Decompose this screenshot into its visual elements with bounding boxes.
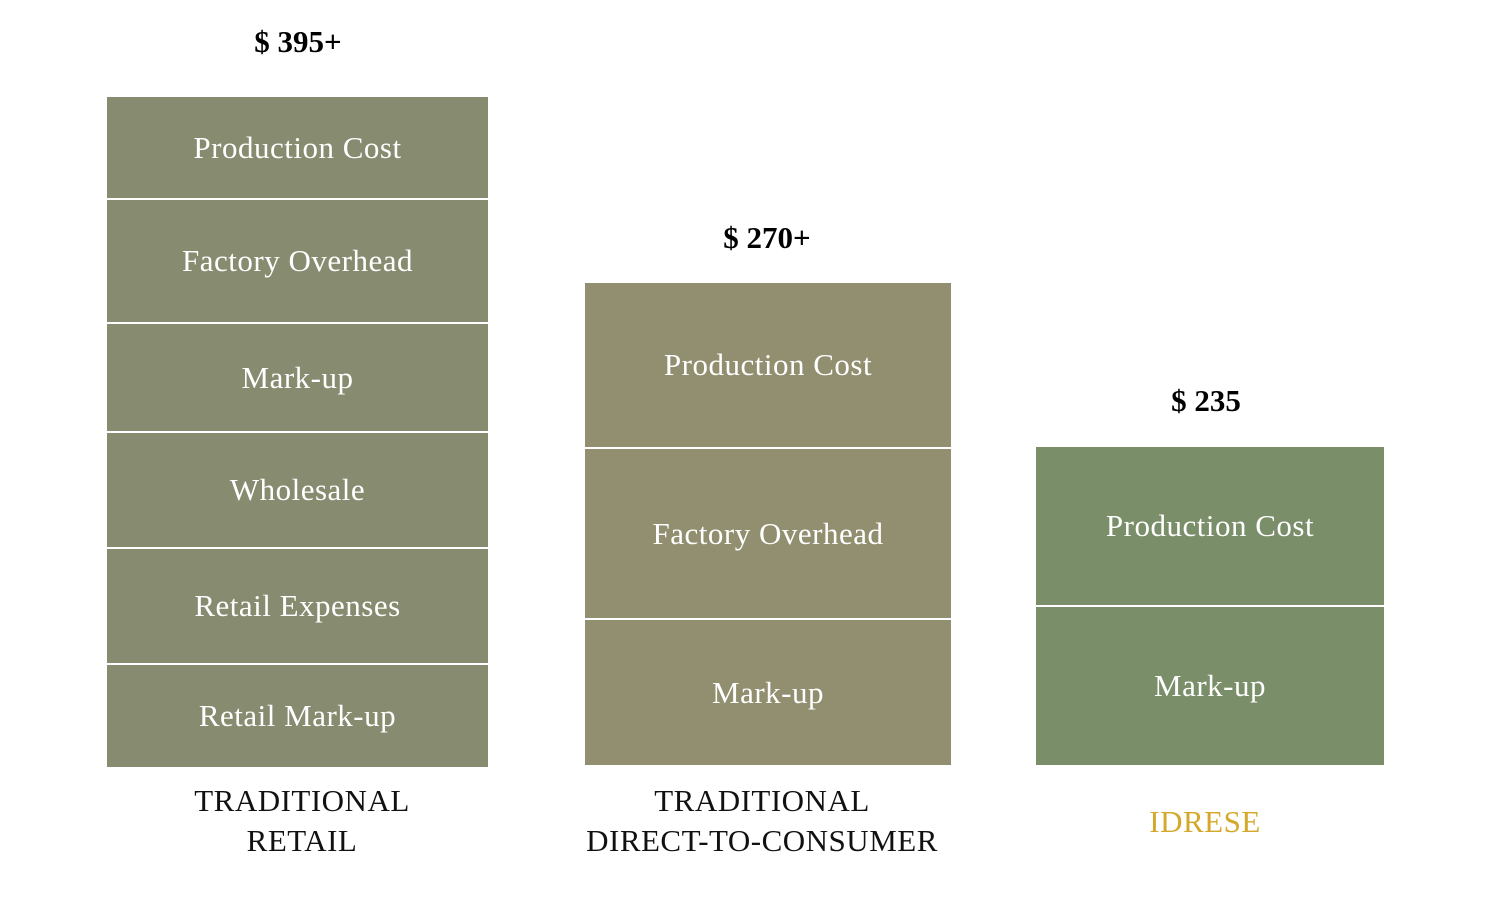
category-label-idrese: IDRESE	[1105, 802, 1305, 842]
category-label-line: DIRECT-TO-CONSUMER	[586, 823, 938, 858]
segment-mark-up: Mark-up	[585, 618, 951, 765]
bar-idrese: Production Cost Mark-up	[1036, 447, 1384, 765]
segment-factory-overhead: Factory Overhead	[585, 447, 951, 618]
segment-wholesale: Wholesale	[107, 431, 488, 547]
category-label-traditional-retail: TRADITIONAL RETAIL	[152, 781, 452, 861]
segment-mark-up: Mark-up	[107, 322, 488, 431]
segment-factory-overhead: Factory Overhead	[107, 198, 488, 322]
price-label-traditional-dtc: $ 270+	[723, 220, 811, 255]
price-label-traditional-retail: $ 395+	[254, 24, 342, 59]
bar-traditional-retail: Production Cost Factory Overhead Mark-up…	[107, 97, 488, 767]
category-label-line: IDRESE	[1149, 804, 1261, 839]
price-label-idrese: $ 235	[1171, 383, 1241, 418]
segment-production-cost: Production Cost	[107, 97, 488, 198]
category-label-line: TRADITIONAL	[654, 783, 870, 818]
category-label-line: TRADITIONAL	[194, 783, 410, 818]
bar-traditional-direct-to-consumer: Production Cost Factory Overhead Mark-up	[585, 283, 951, 765]
segment-production-cost: Production Cost	[585, 283, 951, 447]
segment-retail-mark-up: Retail Mark-up	[107, 663, 488, 767]
segment-retail-expenses: Retail Expenses	[107, 547, 488, 663]
segment-production-cost: Production Cost	[1036, 447, 1384, 605]
segment-mark-up: Mark-up	[1036, 605, 1384, 765]
category-label-line: RETAIL	[246, 823, 358, 858]
category-label-traditional-dtc: TRADITIONAL DIRECT-TO-CONSUMER	[552, 781, 972, 861]
